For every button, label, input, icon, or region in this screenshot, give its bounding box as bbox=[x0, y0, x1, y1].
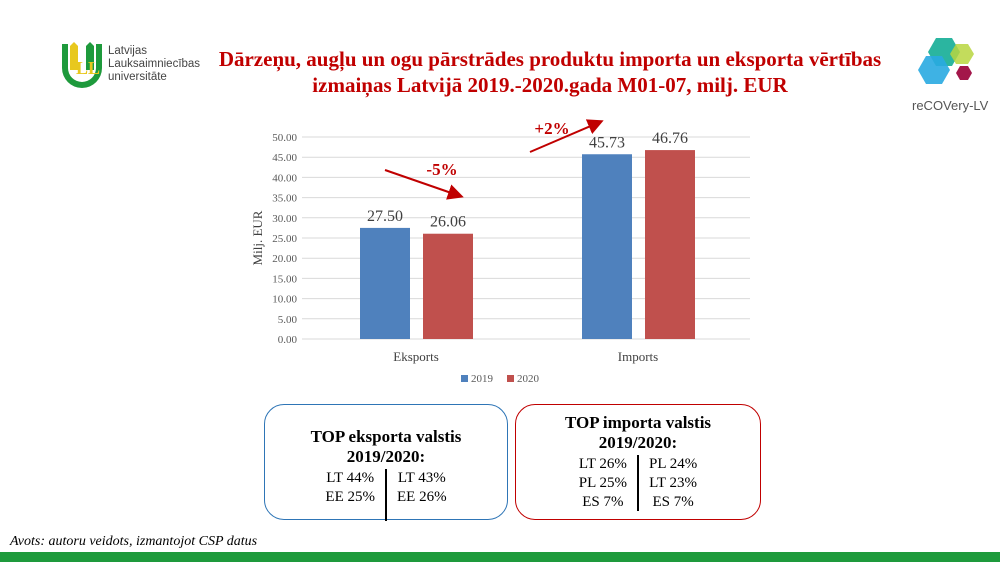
change-annotation: +2% bbox=[534, 119, 569, 138]
import-2019-item: ES 7% bbox=[582, 494, 624, 510]
recovery-logo bbox=[916, 36, 986, 96]
import-2020-item: LT 23% bbox=[649, 475, 698, 491]
export-2019-item: EE 25% bbox=[325, 489, 375, 505]
bar-chart: 0.00 5.00 10.00 15.00 20.00 25.00 30.00 35.00 40… bbox=[250, 119, 750, 385]
svg-text:LL: LL bbox=[76, 58, 100, 78]
university-name: Latvijas Lauksaimniecības universitāte bbox=[108, 45, 200, 84]
legend-swatch bbox=[461, 375, 468, 382]
footer-bar bbox=[0, 552, 1000, 562]
y-tick-label: 30.00 bbox=[272, 213, 297, 225]
y-tick-label: 45.00 bbox=[272, 152, 297, 164]
export-box-title: TOP eksporta valstis 2019/2020: bbox=[310, 427, 462, 466]
y-tick-label: 0.00 bbox=[278, 334, 298, 346]
divider bbox=[385, 469, 387, 521]
decrease-arrow bbox=[384, 169, 464, 200]
top-export-box: TOP eksporta valstis 2019/2020: LT 44% EE… bbox=[264, 404, 508, 521]
y-tick-label: 25.00 bbox=[272, 233, 297, 245]
increase-arrow bbox=[529, 119, 604, 153]
data-label: 26.06 bbox=[430, 214, 466, 231]
bar-2019-eksports bbox=[360, 227, 410, 339]
y-tick-label: 5.00 bbox=[278, 314, 298, 326]
y-tick-label: 35.00 bbox=[272, 193, 297, 205]
page-title: Dārzeņu, augļu un ogu pārstrādes produkt… bbox=[218, 47, 882, 97]
export-2020-item: EE 26% bbox=[397, 489, 447, 505]
import-2019-item: PL 25% bbox=[578, 475, 627, 491]
export-2020-item: LT 43% bbox=[397, 470, 446, 486]
logo-line: universitāte bbox=[108, 71, 167, 83]
bar-2020-eksports bbox=[423, 233, 473, 339]
legend-label: 2019 bbox=[471, 373, 494, 385]
y-tick-label: 40.00 bbox=[272, 172, 297, 184]
logo-line: Latvijas bbox=[108, 45, 147, 57]
change-annotation: -5% bbox=[426, 160, 457, 179]
logo-line: Lauksaimniecības bbox=[108, 58, 201, 70]
y-tick-label: 15.00 bbox=[272, 273, 297, 285]
export-2019-item: LT 44% bbox=[326, 470, 375, 486]
recovery-logo-text: reCOVery-LV bbox=[912, 98, 989, 113]
bar-2020-imports bbox=[645, 150, 695, 339]
university-logo: LL bbox=[58, 40, 106, 97]
import-2019-item: LT 26% bbox=[578, 456, 627, 472]
legend-swatch bbox=[507, 375, 514, 382]
import-box-title: TOP importa valstis 2019/2020: bbox=[564, 413, 712, 452]
x-tick-label: Imports bbox=[618, 349, 658, 364]
y-tick-label: 50.00 bbox=[272, 132, 297, 144]
source-note: Avots: autoru veidots, izmantojot CSP da… bbox=[10, 534, 258, 549]
bar-2019-imports bbox=[582, 154, 632, 339]
legend-label: 2020 bbox=[517, 373, 540, 385]
import-2020-item: ES 7% bbox=[652, 494, 694, 510]
divider bbox=[637, 455, 639, 511]
import-2020-item: PL 24% bbox=[649, 456, 698, 472]
data-label: 45.73 bbox=[589, 134, 625, 151]
y-tick-label: 20.00 bbox=[272, 253, 297, 265]
data-label: 27.50 bbox=[367, 208, 403, 225]
y-tick-label: 10.00 bbox=[272, 294, 297, 306]
x-tick-label: Eksports bbox=[393, 349, 439, 364]
data-label: 46.76 bbox=[652, 130, 688, 147]
top-import-box: TOP importa valstis 2019/2020: LT 26% PL … bbox=[515, 404, 761, 520]
y-axis-label: Milj. EUR bbox=[250, 210, 265, 265]
